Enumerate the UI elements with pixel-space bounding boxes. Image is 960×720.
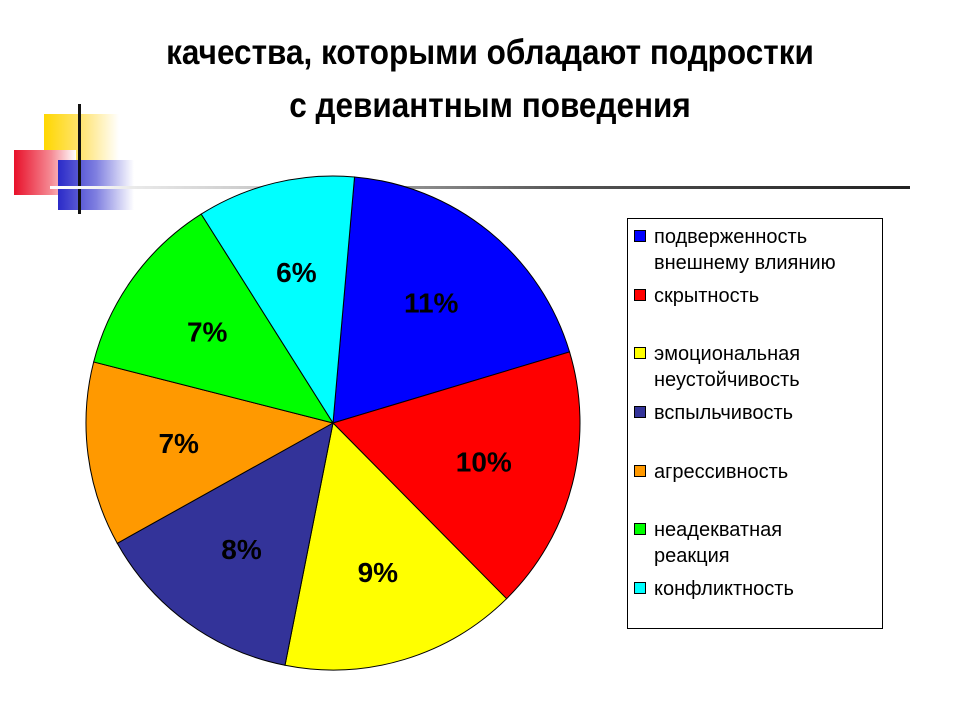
legend-swatch-3 bbox=[634, 347, 646, 359]
legend-label-5: агрессивность bbox=[654, 461, 789, 483]
pie-slice-2 bbox=[332, 351, 581, 600]
pie-slice-label-2: 10% bbox=[456, 447, 512, 478]
pie-slice-label-5: 7% bbox=[158, 428, 199, 459]
pie-slice-label-1: 11% bbox=[404, 287, 459, 318]
chart-title-line-1: качества, которыми обладают подростки bbox=[166, 33, 814, 72]
pie-slice-label-7: 6% bbox=[276, 257, 317, 288]
chart-legend: подверженность внешнему влиянию скрытност… bbox=[627, 218, 883, 629]
pie-slice-7 bbox=[200, 175, 356, 425]
legend-swatch-4 bbox=[634, 406, 646, 418]
legend-item-2: скрытность bbox=[634, 283, 880, 309]
legend-label-7: конфликтность bbox=[654, 578, 794, 600]
legend-swatch-2 bbox=[634, 289, 646, 301]
pie-slice-label-6: 7% bbox=[187, 317, 228, 348]
pie-slice-6 bbox=[93, 213, 335, 424]
legend-item-4: вспыльчивость bbox=[634, 400, 880, 426]
legend-swatch-5 bbox=[634, 465, 646, 477]
pie-slice-3 bbox=[284, 421, 508, 671]
pie-slice-label-4: 8% bbox=[221, 534, 262, 565]
pie-slice-labels: 11% 10% 9% 8% 7% 7% 6% bbox=[158, 257, 511, 588]
legend-item-1: подверженность внешнему влиянию bbox=[634, 224, 880, 276]
legend-label-3: эмоциональная неустойчивость bbox=[654, 343, 801, 391]
pie-slice-4 bbox=[116, 422, 334, 666]
legend-swatch-1 bbox=[634, 230, 646, 242]
legend-label-2: скрытность bbox=[654, 285, 760, 307]
legend-item-7: конфликтность bbox=[634, 576, 880, 602]
pie-slice-label-3: 9% bbox=[358, 557, 399, 588]
legend-item-3: эмоциональная неустойчивость bbox=[634, 341, 880, 393]
legend-item-5: агрессивность bbox=[634, 459, 880, 485]
legend-label-1: подверженность внешнему влиянию bbox=[654, 226, 836, 274]
pie-slice-1 bbox=[332, 176, 571, 424]
legend-swatch-7 bbox=[634, 582, 646, 594]
legend-item-6: неадекватная реакция bbox=[634, 517, 880, 569]
legend-label-4: вспыльчивость bbox=[654, 402, 794, 424]
chart-title-line-2: с девиантным поведения bbox=[289, 86, 691, 125]
chart-title: качества, которыми обладают подростки с … bbox=[103, 26, 877, 132]
legend-swatch-6 bbox=[634, 523, 646, 535]
legend-label-6: неадекватная реакция bbox=[654, 519, 783, 567]
pie-slices bbox=[85, 175, 581, 671]
